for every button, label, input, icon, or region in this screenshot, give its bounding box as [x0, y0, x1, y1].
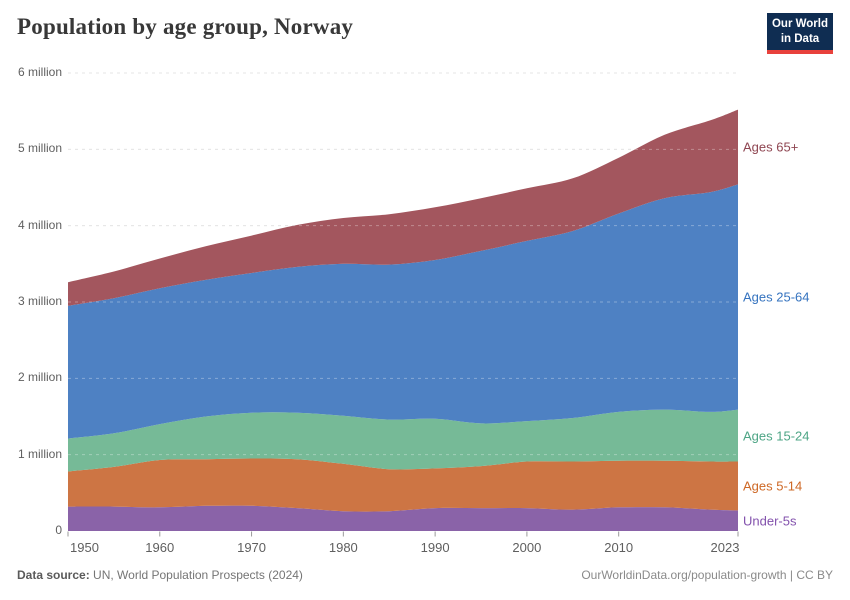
x-tick-label: 2000 [512, 540, 542, 555]
y-tick-label: 4 million [17, 217, 62, 232]
y-tick-label: 2 million [17, 370, 62, 385]
legend-label-ages-15-24[interactable]: Ages 15-24 [743, 428, 810, 444]
x-tick-label: 2023 [710, 540, 740, 555]
x-tick-label: 1970 [237, 540, 267, 555]
legend-label-ages-5-14[interactable]: Ages 5-14 [743, 478, 803, 494]
y-tick-label: 1 million [17, 446, 62, 461]
x-tick-label: 1980 [328, 540, 358, 555]
owid-logo-line1: Our World [771, 18, 828, 30]
chart-title: Population by age group, Norway [17, 14, 354, 39]
y-tick-label: 0 [55, 523, 62, 537]
data-source-text: UN, World Population Prospects (2024) [89, 568, 303, 582]
owid-logo[interactable]: Our World in Data [767, 13, 833, 54]
y-tick-label: 6 million [17, 65, 62, 79]
area-ages-65-[interactable] [68, 109, 738, 306]
area-ages-15-24[interactable] [68, 409, 738, 472]
x-tick-label: 1960 [145, 540, 175, 555]
legend-label-ages-25-64[interactable]: Ages 25-64 [743, 289, 810, 305]
footer: Data source: UN, World Population Prospe… [17, 568, 833, 582]
y-tick-label: 5 million [17, 141, 62, 156]
x-tick-label: 1990 [420, 540, 450, 555]
credit-link[interactable]: OurWorldinData.org/population-growth | C… [581, 568, 833, 582]
area-ages-25-64[interactable] [68, 184, 738, 439]
x-tick-label: 2010 [604, 540, 634, 555]
data-source-label: Data source: [17, 568, 90, 582]
area-under-5s[interactable] [68, 505, 738, 531]
legend-label-ages-65-[interactable]: Ages 65+ [743, 139, 799, 155]
data-source: Data source: UN, World Population Prospe… [17, 568, 303, 582]
x-tick-label: 1950 [70, 540, 99, 555]
area-ages-5-14[interactable] [68, 458, 738, 512]
legend-label-under-5s[interactable]: Under-5s [743, 513, 797, 529]
owid-logo-line2: in Data [780, 32, 820, 45]
y-tick-label: 3 million [17, 294, 62, 308]
